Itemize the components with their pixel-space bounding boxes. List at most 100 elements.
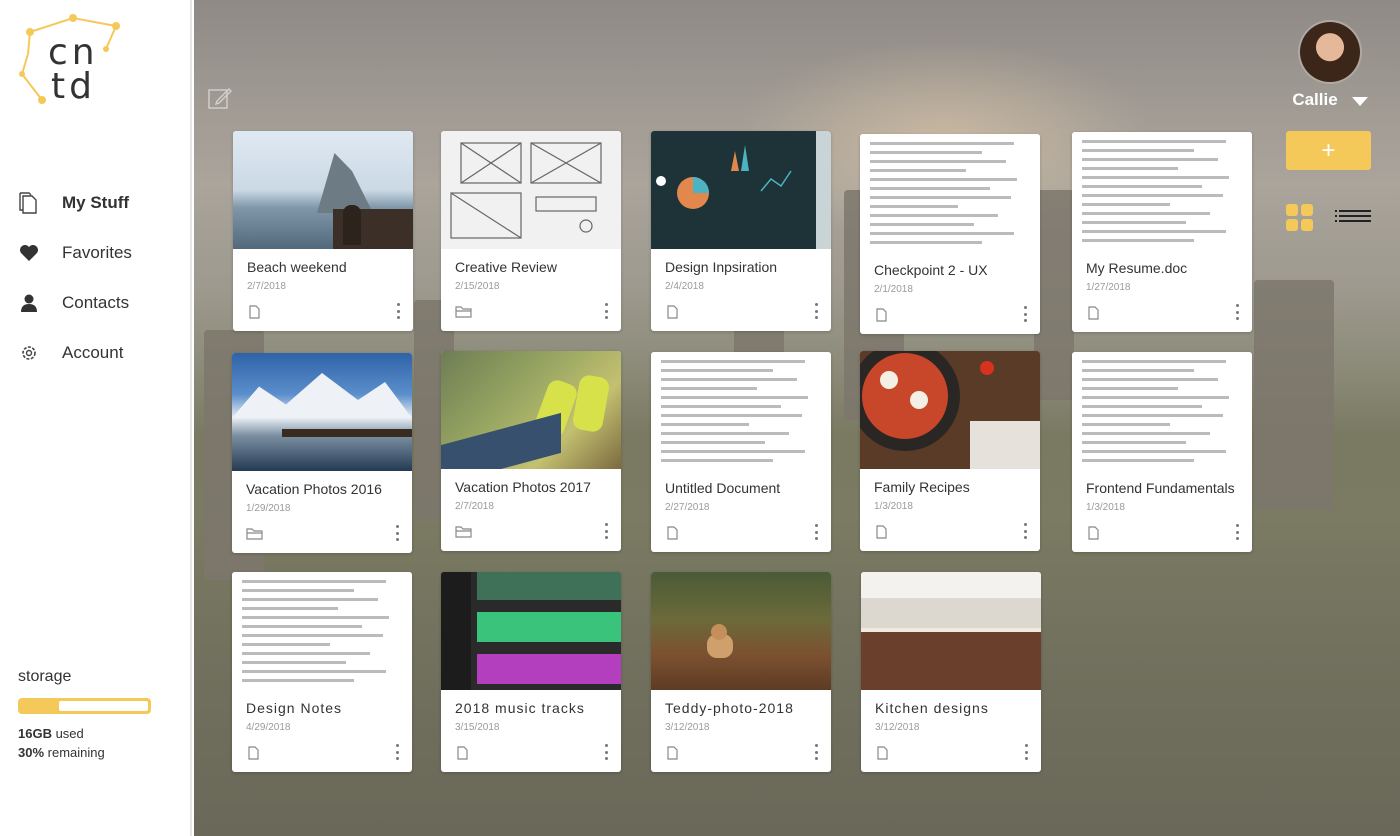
storage-remaining: 30% remaining <box>18 745 178 760</box>
file-date: 3/12/2018 <box>665 722 710 733</box>
more-options-icon[interactable] <box>1234 304 1240 320</box>
file-card[interactable]: Beach weekend 2/7/2018 <box>233 131 413 331</box>
add-button[interactable]: + <box>1286 131 1371 170</box>
more-options-icon[interactable] <box>813 744 819 760</box>
storage-used-value: 16GB <box>18 726 52 741</box>
file-thumbnail[interactable] <box>861 572 1041 690</box>
file-name: My Resume.doc <box>1086 260 1188 276</box>
more-options-icon[interactable] <box>1234 524 1240 540</box>
more-options-icon[interactable] <box>395 303 401 319</box>
file-thumbnail[interactable] <box>860 134 1040 252</box>
file-thumbnail[interactable] <box>441 572 621 690</box>
storage-panel: storage 16GB used 30% remaining <box>18 668 178 760</box>
file-date: 1/27/2018 <box>1086 282 1131 293</box>
file-card[interactable]: 2018 music tracks 3/15/2018 <box>441 572 621 772</box>
background-stone <box>1254 280 1334 510</box>
file-card[interactable]: Family Recipes 1/3/2018 <box>860 351 1040 551</box>
file-thumbnail[interactable] <box>233 131 413 249</box>
more-options-icon[interactable] <box>813 524 819 540</box>
file-card[interactable]: Vacation Photos 2016 1/29/2018 <box>232 353 412 553</box>
file-card[interactable]: Design Inpsiration 2/4/2018 <box>651 131 831 331</box>
folder-icon <box>455 525 472 539</box>
file-thumbnail[interactable] <box>860 351 1040 469</box>
file-date: 1/29/2018 <box>246 503 291 514</box>
sidebar-item-label: Contacts <box>62 293 130 312</box>
file-card[interactable]: Design Notes 4/29/2018 <box>232 572 412 772</box>
storage-title: storage <box>18 668 72 685</box>
file-card[interactable]: Vacation Photos 2017 2/7/2018 <box>441 351 621 551</box>
gear-icon <box>18 342 40 364</box>
file-card[interactable]: Kitchen designs 3/12/2018 <box>861 572 1041 772</box>
more-options-icon[interactable] <box>394 525 400 541</box>
more-options-icon[interactable] <box>1022 306 1028 322</box>
file-thumbnail[interactable] <box>651 352 831 470</box>
main-content: Callie + Beach weekend 2/7/2018 <box>194 0 1400 836</box>
file-icon <box>1086 306 1102 320</box>
file-card[interactable]: Untitled Document 2/27/2018 <box>651 352 831 552</box>
more-options-icon[interactable] <box>813 303 819 319</box>
storage-remaining-label: remaining <box>44 745 105 760</box>
file-icon <box>874 525 890 539</box>
file-thumbnail[interactable] <box>441 351 621 469</box>
more-options-icon[interactable] <box>603 744 609 760</box>
background-stone <box>1034 190 1074 400</box>
file-name: Checkpoint 2 - UX <box>874 262 988 278</box>
file-icon <box>665 746 681 760</box>
sidebar-nav: My Stuff Favorites Contacts Account <box>0 178 192 378</box>
more-options-icon[interactable] <box>603 523 609 539</box>
avatar[interactable] <box>1298 20 1362 84</box>
file-name: Untitled Document <box>665 480 781 496</box>
file-icon <box>665 305 681 319</box>
file-card[interactable]: My Resume.doc 1/27/2018 <box>1072 132 1252 332</box>
list-view-icon[interactable] <box>1335 210 1371 226</box>
user-menu[interactable]: Callie <box>1290 20 1370 110</box>
sidebar-item-label: Favorites <box>62 243 132 262</box>
heart-icon <box>18 242 40 264</box>
file-date: 2/7/2018 <box>247 281 286 292</box>
file-icon <box>665 526 681 540</box>
brand-logo[interactable]: cn td <box>18 14 122 110</box>
logo-text-line1: cn <box>48 32 99 73</box>
file-date: 2/27/2018 <box>665 502 710 513</box>
file-name: Design Inpsiration <box>665 259 778 275</box>
file-date: 4/29/2018 <box>246 722 291 733</box>
file-date: 1/3/2018 <box>1086 502 1125 513</box>
file-card[interactable]: Creative Review 2/15/2018 <box>441 131 621 331</box>
file-name: 2018 music tracks <box>455 700 585 716</box>
file-thumbnail[interactable] <box>441 131 621 249</box>
logo-constellation-icon <box>19 14 120 104</box>
file-card[interactable]: Frontend Fundamentals 1/3/2018 <box>1072 352 1252 552</box>
file-thumbnail[interactable] <box>232 353 412 471</box>
file-date: 1/3/2018 <box>874 501 913 512</box>
storage-remaining-fill <box>59 701 148 711</box>
more-options-icon[interactable] <box>1022 523 1028 539</box>
sidebar-item-favorites[interactable]: Favorites <box>0 228 192 278</box>
file-card[interactable]: Checkpoint 2 - UX 2/1/2018 <box>860 134 1040 334</box>
file-thumbnail[interactable] <box>1072 352 1252 470</box>
file-icon <box>874 308 890 322</box>
file-thumbnail[interactable] <box>651 131 831 249</box>
sidebar: cn td My Stuff Favorites Contacts Acco <box>0 0 192 836</box>
file-date: 3/15/2018 <box>455 722 500 733</box>
logo-text-line2: td <box>51 66 96 107</box>
more-options-icon[interactable] <box>394 744 400 760</box>
file-thumbnail[interactable] <box>232 572 412 690</box>
file-name: Teddy-photo-2018 <box>665 700 794 716</box>
file-date: 3/12/2018 <box>875 722 920 733</box>
file-name: Vacation Photos 2016 <box>246 481 382 497</box>
file-icon <box>455 746 471 760</box>
file-card[interactable]: Teddy-photo-2018 3/12/2018 <box>651 572 831 772</box>
edit-icon[interactable] <box>208 86 232 110</box>
grid-view-icon[interactable] <box>1286 204 1313 231</box>
more-options-icon[interactable] <box>1023 744 1029 760</box>
storage-used: 16GB used <box>18 726 178 741</box>
sidebar-item-my-stuff[interactable]: My Stuff <box>0 178 192 228</box>
file-thumbnail[interactable] <box>1072 132 1252 250</box>
sidebar-item-label: My Stuff <box>62 193 130 212</box>
chevron-down-icon[interactable] <box>1351 96 1368 106</box>
more-options-icon[interactable] <box>603 303 609 319</box>
sidebar-item-account[interactable]: Account <box>0 328 192 378</box>
sidebar-item-contacts[interactable]: Contacts <box>0 278 192 328</box>
file-date: 2/7/2018 <box>455 501 494 512</box>
file-thumbnail[interactable] <box>651 572 831 690</box>
